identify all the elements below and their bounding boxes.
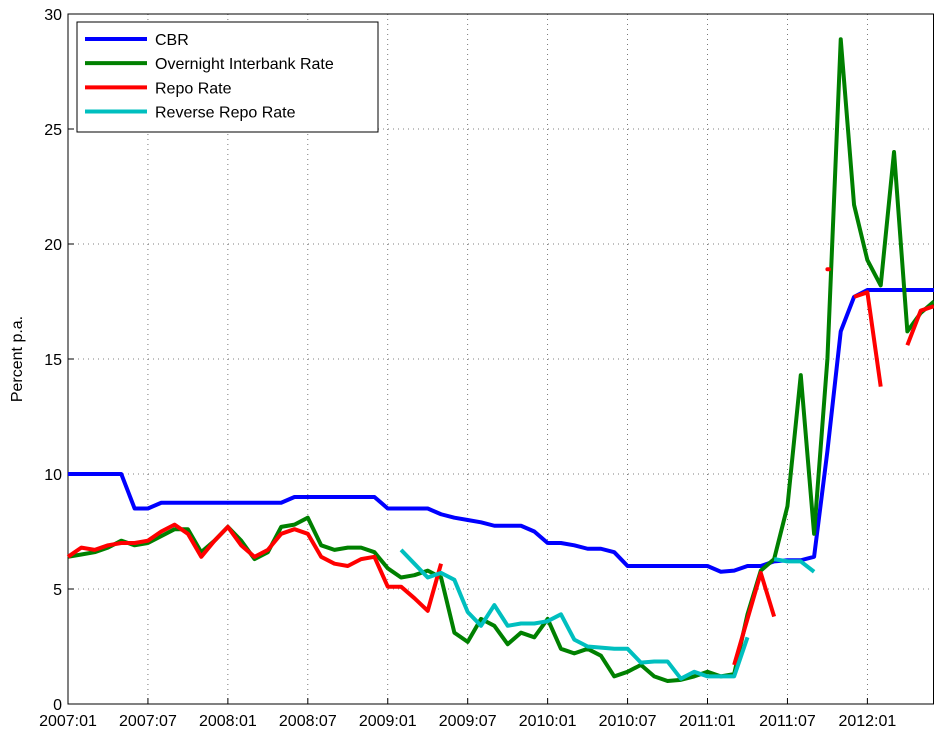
y-tick-label: 15 (44, 352, 62, 369)
y-tick-label: 5 (53, 582, 62, 599)
x-tick-label: 2011:01 (679, 713, 736, 730)
series-line (773, 557, 816, 574)
y-tick-label: 30 (44, 7, 62, 24)
series-line (67, 37, 934, 683)
series-line (732, 570, 777, 666)
x-tick-label: 2011:07 (759, 713, 816, 730)
y-tick-label: 25 (44, 122, 62, 139)
x-tick-label: 2012:01 (838, 713, 896, 730)
series-line (905, 304, 934, 346)
x-tick-label: 2010:07 (599, 713, 657, 730)
legend-label: Repo Rate (155, 80, 232, 97)
series-line (66, 522, 443, 613)
y-tick-label: 0 (53, 697, 62, 714)
legend-label: Overnight Interbank Rate (155, 56, 334, 73)
y-axis-label: Percent p.a. (9, 316, 26, 402)
legend-label: CBR (155, 32, 189, 49)
x-tick-label: 2008:07 (279, 713, 337, 730)
series-line (853, 290, 883, 387)
x-tick-label: 2007:07 (119, 713, 177, 730)
legend-label: Reverse Repo Rate (155, 105, 296, 122)
x-tick-label: 2007:01 (39, 713, 97, 730)
x-tick-label: 2008:01 (199, 713, 257, 730)
x-tick-label: 2009:07 (439, 713, 497, 730)
x-tick-label: 2009:01 (359, 713, 417, 730)
y-tick-label: 10 (44, 467, 62, 484)
series-line (399, 548, 750, 681)
x-tick-label: 2010:01 (519, 713, 577, 730)
y-tick-label: 20 (44, 237, 62, 254)
